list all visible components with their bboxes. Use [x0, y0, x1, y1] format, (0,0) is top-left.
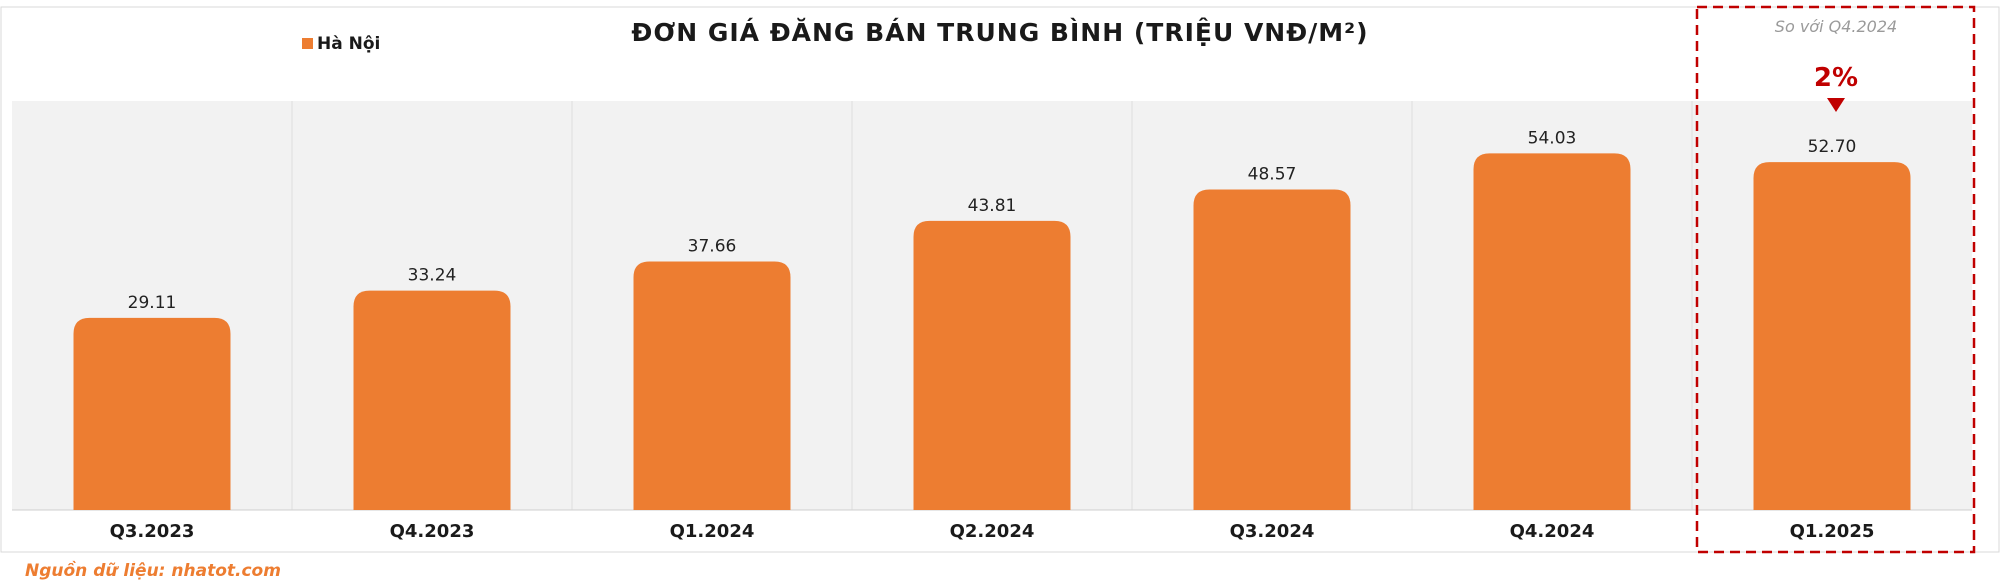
- bar-q3-2024: [1193, 189, 1351, 511]
- category-labels-group: Q3.2023 Q4.2023 Q1.2024 Q2.2024 Q3.2024 Q4.20…: [110, 521, 1875, 542]
- category-label: Q4.2024: [1510, 521, 1595, 542]
- bar-q4-2024: [1473, 153, 1631, 511]
- legend-label: Hà Nội: [317, 34, 380, 54]
- value-label: 33.24: [408, 266, 457, 286]
- legend-swatch: [302, 38, 313, 49]
- bar-q1-2024: [633, 261, 791, 510]
- category-label: Q1.2024: [670, 521, 755, 542]
- data-source: Nguồn dữ liệu: nhatot.com: [25, 560, 281, 580]
- category-label: Q3.2023: [110, 521, 195, 542]
- category-label: Q3.2024: [1230, 521, 1315, 542]
- value-label: 54.03: [1528, 128, 1577, 148]
- bar-q1-2025: [1753, 162, 1911, 510]
- value-label: 43.81: [968, 196, 1017, 216]
- category-dividers: [291, 101, 1693, 510]
- bar-q4-2023: [353, 290, 511, 510]
- category-label: Q4.2023: [390, 521, 475, 542]
- comparison-note: So với Q4.2024: [1775, 17, 1897, 36]
- bar-q3-2023: [73, 317, 231, 510]
- down-arrow-icon: [1827, 98, 1845, 112]
- bar-q2-2024: [913, 220, 1071, 510]
- highlight-box: [1695, 5, 1976, 554]
- value-label: 48.57: [1248, 164, 1297, 184]
- category-label: Q1.2025: [1790, 521, 1875, 542]
- value-label: 29.11: [128, 293, 177, 313]
- category-label: Q2.2024: [950, 521, 1035, 542]
- change-percent: 2%: [1814, 63, 1858, 93]
- value-label: 52.70: [1808, 137, 1857, 157]
- value-label: 37.66: [688, 236, 737, 256]
- bars-group: [73, 153, 1911, 511]
- chart-title: ĐƠN GIÁ ĐĂNG BÁN TRUNG BÌNH (TRIỆU VNĐ/M…: [631, 17, 1368, 47]
- value-labels-group: 29.11 33.24 37.66 43.81 48.57 54.03 52.70: [128, 128, 1857, 312]
